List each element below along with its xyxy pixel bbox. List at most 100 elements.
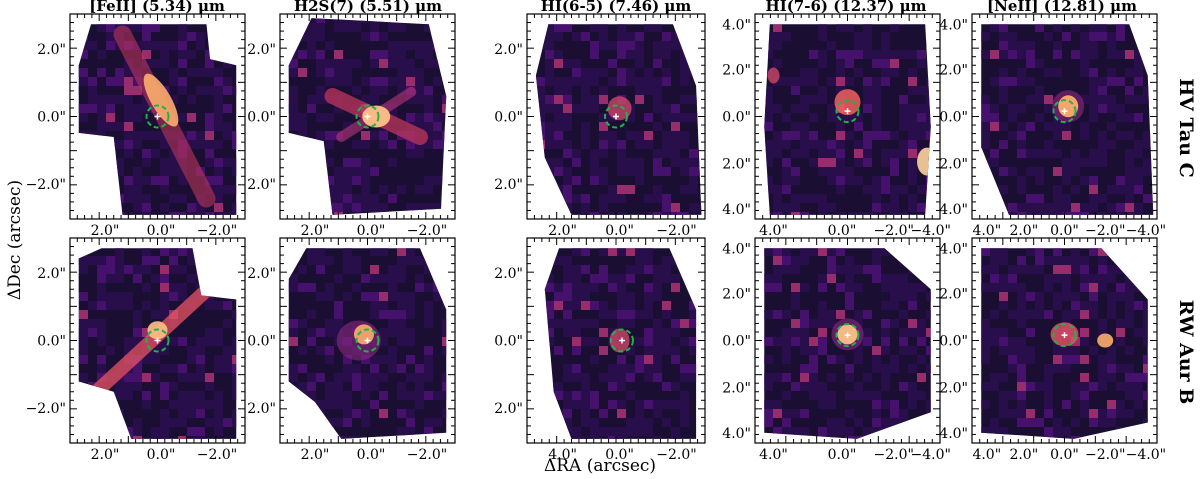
heatmap-pixel [689, 41, 698, 50]
heatmap-pixel [223, 274, 232, 283]
heatmap-pixel [981, 337, 990, 346]
heatmap-pixel [1080, 400, 1089, 409]
heatmap-pixel [854, 346, 863, 355]
heatmap-pixel [79, 158, 88, 167]
heatmap-pixel [288, 328, 289, 337]
x-tick-label: −2.0" [197, 223, 237, 239]
heatmap-pixel [635, 95, 644, 104]
heatmap-pixel [999, 122, 1008, 131]
heatmap-pixel [563, 149, 572, 158]
heatmap-pixel [97, 113, 106, 122]
heatmap-pixel [863, 77, 872, 86]
heatmap-pixel [1098, 283, 1107, 292]
heatmap-pixel [890, 68, 899, 77]
heatmap-pixel [289, 373, 298, 382]
heatmap-pixel [1071, 212, 1080, 215]
heatmap-pixel [881, 382, 890, 391]
heatmap-pixel [196, 364, 205, 373]
heatmap-pixel [890, 283, 899, 292]
heatmap-pixel [97, 337, 106, 346]
heatmap-pixel [79, 104, 88, 113]
heatmap-pixel [827, 167, 836, 176]
heatmap-pixel [617, 400, 626, 409]
heatmap-pixel [379, 301, 388, 310]
heatmap-pixel [899, 104, 908, 113]
heatmap-pixel [1035, 310, 1044, 319]
heatmap-pixel [223, 212, 232, 215]
heatmap-pixel [1134, 149, 1143, 158]
heatmap-pixel [133, 274, 142, 283]
heatmap-pixel [782, 158, 791, 167]
heatmap-pixel [352, 23, 361, 32]
y-tick-label: 2.0" [247, 401, 276, 417]
aperture-circle [145, 328, 170, 353]
heatmap-pixel [79, 77, 88, 86]
heatmap-pixel [926, 212, 931, 215]
heatmap-pixel [325, 68, 334, 77]
heatmap-pixel [917, 86, 926, 95]
heatmap-pixel [644, 256, 653, 265]
heatmap-pixel [1008, 310, 1017, 319]
heatmap-pixel [671, 203, 680, 212]
heatmap-pixel [836, 283, 845, 292]
heatmap-pixel [617, 41, 626, 50]
heatmap-pixel [379, 337, 388, 346]
heatmap-pixel [415, 373, 424, 382]
heatmap-pixel [334, 167, 343, 176]
heatmap-pixel [232, 418, 237, 427]
heatmap-pixel [863, 391, 872, 400]
heatmap-pixel [196, 355, 205, 364]
heatmap-pixel [415, 77, 424, 86]
heatmap-pixel [782, 167, 791, 176]
heatmap-pixel [106, 140, 115, 149]
heatmap-pixel [581, 140, 590, 149]
heatmap-pixel [1134, 95, 1143, 104]
heatmap-pixel [836, 149, 845, 158]
heatmap-pixel [424, 346, 433, 355]
heatmap-pixel [981, 346, 990, 355]
heatmap-pixel [1008, 346, 1017, 355]
heatmap-pixel [527, 337, 536, 346]
heatmap-pixel [635, 427, 644, 436]
heatmap-pixel [782, 248, 791, 256]
heatmap-pixel [415, 149, 424, 158]
heatmap-pixel [535, 50, 536, 59]
y-tick-label: 0.0" [939, 334, 968, 350]
heatmap-pixel [881, 328, 890, 337]
heatmap-pixel [424, 104, 433, 113]
heatmap-pixel [1080, 131, 1089, 140]
heatmap-pixel [1098, 194, 1107, 203]
heatmap-pixel [289, 364, 298, 373]
heatmap-pixel [415, 364, 424, 373]
heatmap-pixel [608, 140, 617, 149]
heatmap-pixel [1017, 50, 1026, 59]
heatmap-pixel [133, 24, 142, 32]
heatmap-pixel [1071, 185, 1080, 194]
heatmap-pixel [845, 113, 854, 122]
heatmap-pixel [617, 68, 626, 77]
heatmap-pixel [653, 364, 662, 373]
heatmap-pixel [764, 400, 773, 409]
heatmap-pixel [773, 274, 782, 283]
heatmap-pixel [917, 283, 926, 292]
heatmap-pixel [1116, 32, 1125, 41]
heatmap-pixel [662, 14, 671, 23]
heatmap-pixel [800, 319, 809, 328]
heatmap-pixel [325, 41, 334, 50]
heatmap-pixel [899, 113, 908, 122]
heatmap-pixel [1035, 24, 1044, 32]
heatmap-pixel [836, 77, 845, 86]
heatmap-pixel [1035, 167, 1044, 176]
heatmap-pixel [782, 418, 791, 427]
heatmap-pixel [1008, 274, 1017, 283]
heatmap-pixel [1044, 274, 1053, 283]
heatmap-pixel [800, 95, 809, 104]
heatmap-pixel [115, 418, 124, 427]
heatmap-pixel [881, 427, 890, 436]
heatmap-pixel [644, 212, 653, 215]
heatmap-pixel [599, 95, 608, 104]
heatmap-pixel [872, 391, 881, 400]
heatmap-pixel [917, 59, 926, 68]
heatmap-pixel [791, 77, 800, 86]
heatmap-pixel [1134, 212, 1143, 215]
